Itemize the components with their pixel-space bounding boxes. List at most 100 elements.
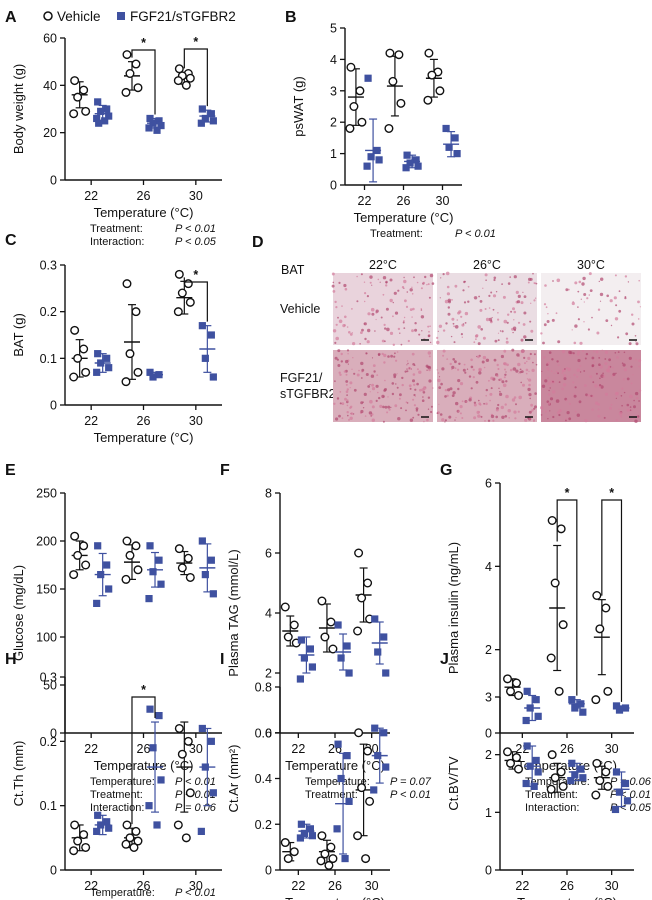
data-point-vehicle bbox=[133, 367, 143, 377]
tissue-cell bbox=[612, 372, 616, 376]
tissue-cell bbox=[386, 411, 389, 414]
tissue-cell bbox=[421, 399, 425, 403]
data-point-vehicle bbox=[73, 92, 83, 102]
legend-vehicle-marker bbox=[43, 11, 53, 21]
tissue-cell bbox=[412, 373, 416, 376]
tissue-cell bbox=[526, 360, 528, 363]
tissue-cell bbox=[375, 384, 379, 388]
tissue-cell bbox=[621, 362, 624, 365]
tissue-cell bbox=[389, 298, 393, 303]
tissue-cell bbox=[351, 308, 353, 310]
data-point-vehicle bbox=[595, 776, 605, 786]
tissue-cell bbox=[578, 400, 582, 404]
data-point-vehicle bbox=[129, 842, 139, 852]
data-point-vehicle bbox=[317, 831, 327, 841]
data-point-treated bbox=[207, 556, 215, 564]
tissue-cell bbox=[532, 272, 534, 275]
stat-label: Treatment: bbox=[370, 228, 423, 240]
data-point-vehicle bbox=[181, 833, 191, 843]
tissue-cell bbox=[342, 324, 346, 328]
tissue-cell bbox=[506, 363, 509, 367]
y-tick-label: 6 bbox=[485, 477, 492, 491]
data-point-vehicle bbox=[125, 68, 135, 78]
tissue-cell bbox=[404, 299, 407, 303]
tissue-cell bbox=[546, 388, 548, 391]
tissue-cell bbox=[526, 378, 529, 380]
tissue-cell bbox=[485, 394, 488, 397]
data-point-vehicle bbox=[280, 602, 290, 612]
x-tick-label: 30 bbox=[605, 742, 619, 756]
tissue-cell bbox=[500, 354, 504, 359]
legend-vehicle-label: Vehicle bbox=[57, 9, 101, 24]
stat-value: P = 0.06 bbox=[175, 802, 217, 814]
tissue-cell bbox=[441, 367, 445, 371]
stat-value: P < 0.01 bbox=[175, 789, 216, 801]
tissue-cell bbox=[431, 387, 434, 389]
tissue-cell bbox=[598, 363, 601, 367]
tissue-cell bbox=[346, 349, 350, 352]
data-point-vehicle bbox=[174, 269, 184, 279]
data-point-treated bbox=[611, 805, 620, 814]
tissue-cell bbox=[504, 373, 507, 376]
data-point-treated bbox=[371, 724, 379, 732]
data-point-treated bbox=[155, 556, 163, 564]
stat-label: Temperature: bbox=[305, 776, 370, 788]
tissue-cell bbox=[591, 365, 594, 368]
data-point-vehicle bbox=[427, 70, 437, 80]
significance-bracket bbox=[556, 499, 578, 696]
legend-treated-marker bbox=[117, 12, 125, 20]
tissue-cell bbox=[482, 336, 486, 340]
data-point-vehicle bbox=[326, 617, 336, 627]
tissue-cell bbox=[369, 391, 371, 393]
tissue-cell bbox=[623, 351, 626, 354]
tissue-cell bbox=[395, 383, 397, 385]
tissue-cell bbox=[375, 309, 379, 313]
data-point-treated bbox=[526, 704, 534, 712]
tissue-cell bbox=[573, 393, 575, 395]
tissue-cell bbox=[600, 385, 604, 389]
tissue-cell bbox=[604, 362, 608, 366]
tissue-cell bbox=[430, 410, 433, 414]
tissue-cell bbox=[453, 341, 456, 344]
tissue-cell bbox=[503, 376, 506, 379]
tissue-cell bbox=[438, 376, 441, 378]
tissue-cell bbox=[377, 278, 380, 281]
data-point-vehicle bbox=[503, 674, 513, 684]
tissue-cell bbox=[352, 342, 356, 346]
tissue-cell bbox=[567, 367, 571, 372]
tissue-cell bbox=[499, 392, 503, 396]
tissue-cell bbox=[403, 279, 407, 284]
tissue-cell bbox=[451, 299, 453, 301]
tissue-cell bbox=[396, 351, 399, 353]
tissue-cell bbox=[568, 353, 571, 356]
data-point-treated bbox=[149, 119, 157, 127]
data-point-vehicle bbox=[546, 784, 556, 794]
tissue-cell bbox=[552, 415, 555, 419]
data-point-treated bbox=[334, 621, 342, 629]
tissue-cell bbox=[331, 272, 335, 276]
tissue-cell bbox=[422, 281, 425, 285]
tissue-cell bbox=[528, 393, 532, 397]
data-point-vehicle bbox=[601, 603, 611, 613]
data-point-vehicle bbox=[320, 849, 330, 859]
data-point-vehicle bbox=[556, 524, 566, 534]
tissue-cell bbox=[545, 363, 549, 367]
histology-image bbox=[540, 349, 642, 423]
tissue-cell bbox=[493, 358, 497, 362]
tissue-cell bbox=[614, 317, 619, 321]
tissue-cell bbox=[392, 315, 394, 318]
tissue-cell bbox=[503, 362, 506, 365]
y-tick-label: 0.4 bbox=[255, 772, 272, 786]
data-point-vehicle bbox=[365, 796, 375, 806]
tissue-cell bbox=[520, 381, 522, 384]
y-axis-title: Plasma TAG (mmol/L) bbox=[226, 549, 241, 676]
tissue-cell bbox=[426, 418, 429, 422]
tissue-cell bbox=[460, 333, 463, 336]
data-point-vehicle bbox=[185, 788, 195, 798]
data-point-treated bbox=[153, 126, 161, 134]
data-point-vehicle bbox=[550, 773, 560, 783]
tissue-cell bbox=[427, 396, 431, 399]
tissue-cell bbox=[457, 311, 461, 315]
data-point-treated bbox=[105, 585, 113, 593]
tissue-cell bbox=[335, 306, 338, 309]
